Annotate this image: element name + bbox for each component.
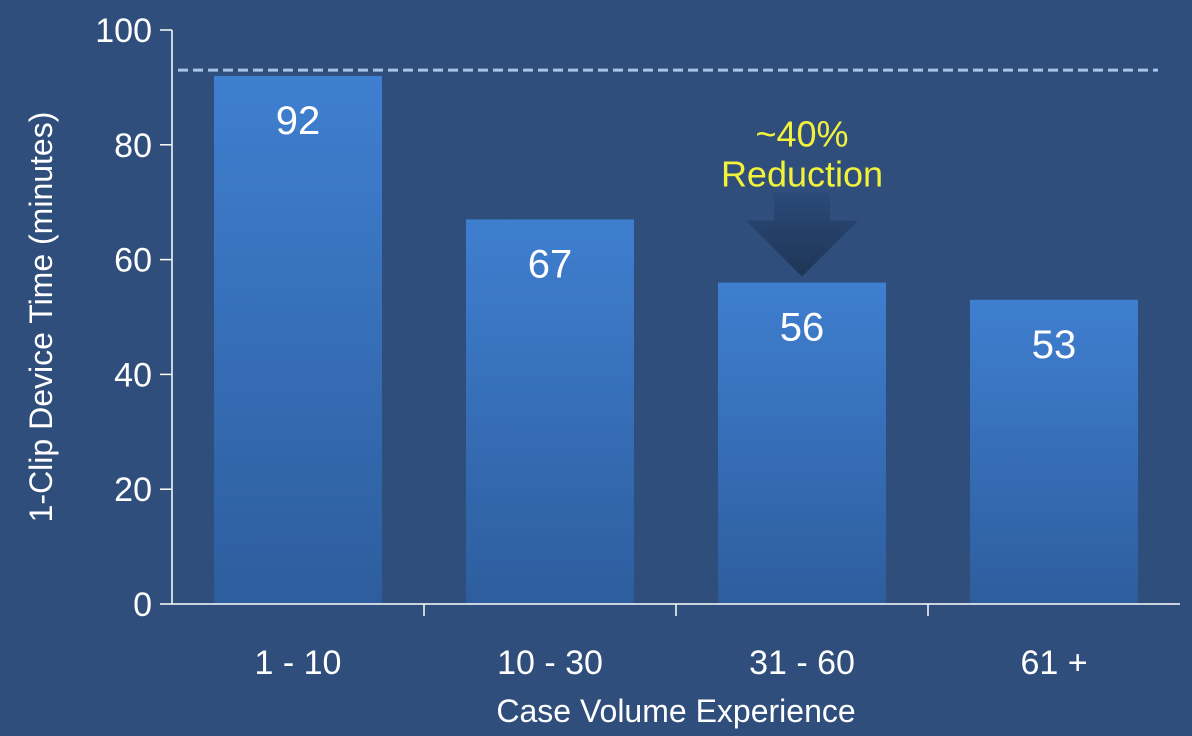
annotation-line-2: Reduction bbox=[721, 154, 883, 195]
x-tick-label: 1 - 10 bbox=[255, 644, 342, 682]
bar-value-label: 56 bbox=[780, 306, 825, 350]
y-tick-label: 80 bbox=[114, 127, 152, 165]
x-tick-label: 31 - 60 bbox=[749, 644, 855, 682]
bar-2 bbox=[466, 219, 634, 605]
annotation-line-1: ~40% bbox=[755, 114, 848, 155]
annotation-group: ~40% Reduction bbox=[721, 114, 883, 277]
bar-1 bbox=[214, 75, 382, 605]
x-axis-title: Case Volume Experience bbox=[496, 693, 855, 729]
labels-group: 92 1 - 10 67 10 - 30 56 31 - 60 53 61 + bbox=[255, 99, 1088, 682]
y-tick-label: 40 bbox=[114, 356, 152, 394]
bar-4 bbox=[970, 299, 1138, 604]
x-tick-label: 10 - 30 bbox=[497, 644, 603, 682]
y-tick-label: 20 bbox=[114, 471, 152, 509]
bar-value-label: 92 bbox=[276, 99, 321, 143]
x-tick-label: 61 + bbox=[1020, 644, 1087, 682]
y-tick-label: 0 bbox=[133, 586, 152, 624]
down-arrow-icon bbox=[746, 192, 858, 277]
axes-group: 0 20 40 60 80 100 bbox=[95, 12, 1180, 624]
bar-value-label: 67 bbox=[528, 242, 573, 286]
bar-value-label: 53 bbox=[1032, 323, 1077, 367]
y-tick-label: 100 bbox=[95, 12, 152, 50]
bars-group bbox=[214, 75, 1138, 605]
y-tick-label: 60 bbox=[114, 242, 152, 280]
y-axis-title: 1-Clip Device Time (minutes) bbox=[23, 112, 59, 523]
bar-3 bbox=[718, 282, 886, 604]
